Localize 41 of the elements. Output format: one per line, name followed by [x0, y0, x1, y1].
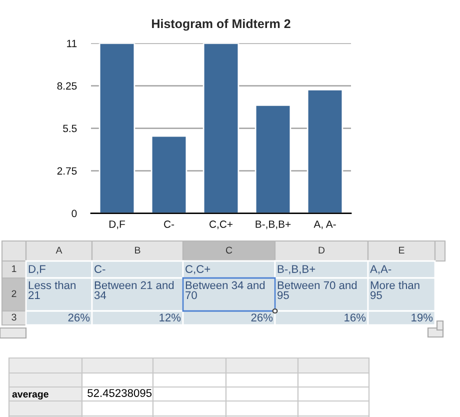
- text: 26%: [251, 314, 273, 322]
- text: A: [56, 246, 62, 254]
- bar: [306, 88, 344, 214]
- text: 19%: [412, 314, 433, 322]
- y-tick-label: 11: [67, 40, 77, 48]
- text: Less than 21: [28, 281, 76, 300]
- text: 3: [12, 314, 16, 321]
- x-tick-label: B-,B,B+: [256, 220, 291, 230]
- text: D,F: [28, 265, 46, 274]
- text: 52.45238095: [88, 389, 152, 397]
- text: C: [226, 246, 232, 254]
- text: A,A-: [370, 265, 392, 274]
- chart-title: Histogram of Midterm 2: [152, 18, 290, 31]
- x-tick-label: D,F: [109, 220, 125, 230]
- x-tick-label: C-: [164, 220, 174, 228]
- text: C-: [94, 265, 106, 273]
- text: average: [12, 392, 48, 400]
- x-tick-label: C,C+: [210, 220, 232, 230]
- y-tick-label: 5.5: [63, 124, 77, 132]
- y-tick-label: 2.75: [57, 167, 77, 175]
- text: Between 70 and 95: [278, 281, 357, 300]
- text: More than 95: [370, 281, 420, 300]
- text: 1: [12, 265, 16, 272]
- text: Between 21 and 34: [94, 281, 174, 300]
- text: 2: [12, 290, 16, 298]
- bar: [254, 104, 292, 214]
- text: 12%: [160, 314, 181, 322]
- text: Between 34 and 70: [186, 281, 265, 300]
- y-tick-label: 0: [72, 210, 77, 218]
- text: E: [399, 246, 404, 254]
- y-tick-label: 8.25: [57, 82, 77, 90]
- text: 16%: [344, 314, 366, 322]
- text: D: [318, 246, 325, 254]
- text: B-,B,B+: [278, 265, 316, 274]
- bar: [98, 43, 136, 214]
- text: B: [135, 246, 140, 254]
- text: 26%: [68, 314, 90, 322]
- x-tick-label: A, A-: [314, 220, 336, 230]
- text: C,C+: [186, 265, 210, 274]
- bar: [202, 43, 240, 214]
- bar: [150, 135, 188, 214]
